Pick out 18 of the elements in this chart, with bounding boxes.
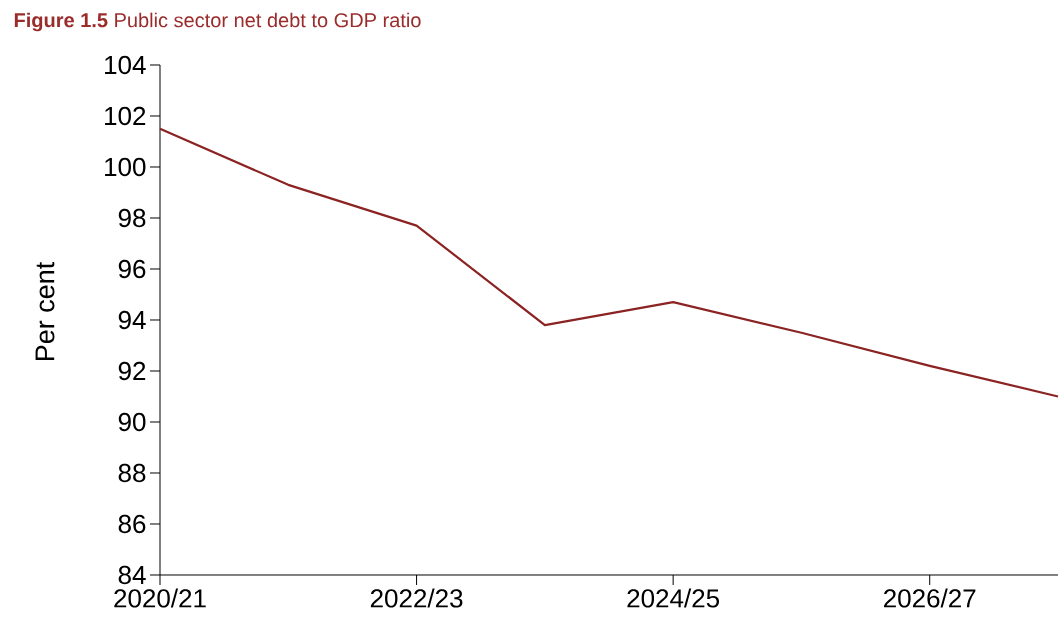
y-tick-label: 88 — [118, 463, 146, 483]
y-axis-title: Per cent — [35, 261, 55, 361]
y-tick-label: 100 — [105, 157, 146, 177]
y-tick-label: 94 — [118, 310, 146, 330]
y-tick-label: 86 — [118, 514, 146, 534]
y-tick-label: 104 — [105, 55, 146, 75]
y-tick-label: 90 — [118, 412, 146, 432]
x-tick-label: 2024/25 — [627, 588, 720, 608]
y-tick-label: 84 — [118, 565, 146, 585]
y-tick-label: 98 — [118, 208, 146, 228]
line-series — [158, 127, 1060, 398]
x-tick-label: 2022/23 — [370, 588, 463, 608]
y-tick-label: 102 — [105, 106, 146, 126]
y-tick-label: 92 — [118, 361, 146, 381]
x-tick-label: 2020/21 — [114, 588, 206, 608]
x-tick-label: 2026/27 — [884, 588, 976, 608]
y-tick-label: 96 — [118, 259, 146, 279]
chart-title: Figure 1.5 Public sector net debt to GDP ratio — [14, 12, 421, 32]
